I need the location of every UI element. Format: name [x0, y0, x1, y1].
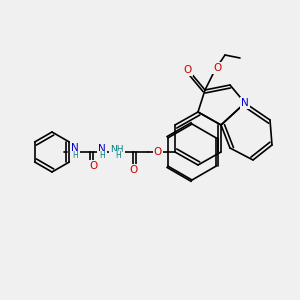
- Text: N: N: [71, 143, 79, 153]
- Text: H: H: [115, 152, 121, 160]
- Text: N: N: [241, 98, 249, 108]
- Text: H: H: [99, 152, 105, 160]
- Text: NH: NH: [110, 145, 124, 154]
- Text: N: N: [98, 144, 106, 154]
- Text: O: O: [154, 147, 162, 157]
- Text: O: O: [213, 63, 221, 73]
- Text: H: H: [72, 152, 78, 160]
- Text: O: O: [184, 65, 192, 75]
- Text: O: O: [89, 161, 97, 171]
- Text: O: O: [129, 165, 137, 175]
